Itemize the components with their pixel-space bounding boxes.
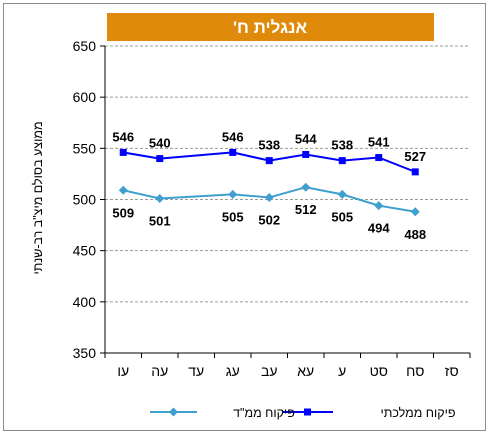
legend: פיקוח ממלכתי פיקוח ממ"ד [150,406,456,420]
legend-item-1: פיקוח ממ"ד [150,406,295,420]
x-tick-label-2: סט [370,363,388,379]
x-tick-label-7: עד [188,363,204,379]
x-tick-label-1: סח [406,363,424,379]
data-point-1-1 [410,207,420,217]
y-tick-label-650: 650 [73,38,97,54]
data-label-0-5: 538 [258,138,280,153]
data-point-0-6 [229,148,237,156]
x-tick-label-4: עא [297,363,314,379]
x-tick-label-8: עה [151,363,168,379]
data-point-0-5 [265,157,273,165]
data-label-1-6: 505 [222,209,244,224]
data-point-0-4 [302,150,310,158]
x-axis-ticks: סז סח סט ע עא עב עג עד עה עו [104,353,471,379]
data-label-0-4: 544 [295,131,317,146]
y-axis-label: ממוצע בסולם מיצ"ב רב-שנתי [31,121,45,274]
data-point-1-8 [155,193,165,203]
data-point-0-3 [338,157,346,165]
data-label-1-4: 512 [295,202,317,217]
data-label-1-8: 501 [149,213,171,228]
legend-label-0: פיקוח ממלכתי [380,406,455,420]
y-tick-label-600: 600 [73,89,97,105]
series-layer: 527 541 538 544 538 546 540 546 488 494 505 512 502 5… [112,129,426,241]
x-tick-label-3: ע [338,363,346,379]
chart-frame [3,3,486,431]
legend-item-0: פיקוח ממלכתי [282,406,456,420]
title-banner [107,13,434,41]
data-point-0-9 [119,148,127,156]
series-1: 488 494 505 512 502 505 501 509 [112,182,426,242]
data-label-0-3: 538 [331,138,353,153]
x-tick-label-5: עב [261,363,278,379]
y-tick-label-500: 500 [73,192,97,208]
x-tick-label-6: עג [226,363,240,379]
data-point-1-9 [118,185,128,195]
y-tick-label-400: 400 [73,294,97,310]
data-point-1-5 [264,192,274,202]
legend-marker-1 [169,407,178,417]
data-point-1-3 [337,189,347,199]
legend-marker-0 [304,408,311,416]
grid [105,45,470,303]
series-line-0 [123,151,416,173]
data-point-1-2 [374,201,384,211]
series-0: 527 541 538 544 538 546 540 546 [112,129,426,176]
data-label-1-3: 505 [331,209,353,224]
data-point-0-8 [156,155,164,163]
x-tick-label-0: סז [445,363,459,379]
data-label-1-2: 494 [368,221,390,236]
legend-label-1: פיקוח ממ"ד [233,406,295,420]
data-label-0-8: 540 [149,136,171,151]
data-point-0-1 [411,168,419,176]
x-tick-label-9: עו [117,363,129,379]
data-label-0-9: 546 [112,129,134,144]
data-label-0-1: 527 [404,149,426,164]
y-tick-label-450: 450 [73,243,97,259]
y-axis-ticks: 350 400 450 500 550 600 650 [73,38,105,361]
data-label-1-1: 488 [404,227,426,242]
y-tick-label-350: 350 [73,345,97,361]
series-line-1 [123,186,416,213]
chart-title: אנגלית ח' [233,18,308,37]
data-label-1-5: 502 [258,212,280,227]
data-label-1-9: 509 [112,205,134,220]
data-label-0-6: 546 [222,129,244,144]
y-tick-label-550: 550 [73,140,97,156]
data-point-1-6 [228,189,238,199]
data-label-0-2: 541 [368,135,390,150]
data-point-1-4 [301,182,311,192]
data-point-0-2 [375,154,383,162]
